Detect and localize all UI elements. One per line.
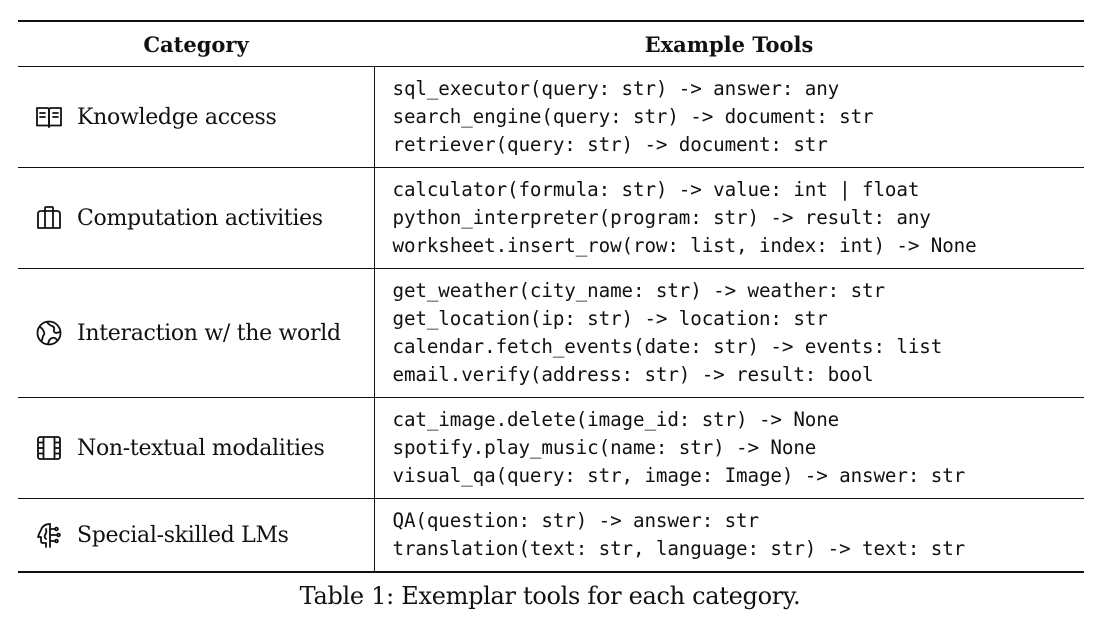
tool-signature: translation(text: str, language: str) ->…	[392, 537, 966, 560]
globe-icon	[34, 318, 64, 348]
tool-signature: get_location(ip: str) -> location: str	[392, 307, 828, 330]
book-icon	[34, 102, 64, 132]
tool-signature: worksheet.insert_row(row: list, index: i…	[392, 234, 977, 257]
category-label: Knowledge access	[77, 104, 277, 130]
tool-signature: sql_executor(query: str) -> answer: any	[392, 77, 840, 100]
table-row: Non-textual modalities cat_image.delete(…	[18, 397, 1084, 499]
category-label: Non-textual modalities	[77, 435, 325, 461]
tools-table: Category Example Tools	[18, 20, 1084, 573]
tools-cell: calculator(formula: str) -> value: int |…	[374, 168, 1084, 269]
tools-cell: QA(question: str) -> answer: str transla…	[374, 499, 1084, 573]
category-label: Special-skilled LMs	[77, 522, 289, 548]
tool-signature: retriever(query: str) -> document: str	[392, 133, 828, 156]
table-row: Special-skilled LMs QA(question: str) ->…	[18, 498, 1084, 573]
tool-signature: get_weather(city_name: str) -> weather: …	[392, 279, 886, 302]
header-category: Category	[143, 31, 249, 57]
table-row: Computation activities calculator(formul…	[18, 167, 1084, 269]
category-label: Computation activities	[77, 205, 323, 231]
tool-signature: cat_image.delete(image_id: str) -> None	[392, 408, 840, 431]
film-icon	[34, 433, 64, 463]
columns-icon	[34, 203, 64, 233]
tool-signature: visual_qa(query: str, image: Image) -> a…	[392, 464, 966, 487]
tool-signature: spotify.play_music(name: str) -> None	[392, 436, 817, 459]
tool-signature: search_engine(query: str) -> document: s…	[392, 105, 874, 128]
table-caption: Table 1: Exemplar tools for each categor…	[299, 582, 801, 610]
category-label: Interaction w/ the world	[77, 320, 341, 346]
category-cell: Non-textual modalities	[18, 397, 375, 499]
tools-cell: get_weather(city_name: str) -> weather: …	[374, 269, 1084, 398]
tool-signature: QA(question: str) -> answer: str	[392, 509, 760, 532]
category-cell: Interaction w/ the world	[18, 268, 375, 398]
tool-signature: python_interpreter(program: str) -> resu…	[392, 206, 931, 229]
table-row: Interaction w/ the world get_weather(cit…	[18, 268, 1084, 398]
table-header-row: Category Example Tools	[18, 21, 1084, 67]
tools-cell: sql_executor(query: str) -> answer: any …	[374, 67, 1084, 168]
tool-signature: email.verify(address: str) -> result: bo…	[392, 363, 874, 386]
tools-table-container: Category Example Tools	[18, 20, 1084, 573]
tool-signature: calculator(formula: str) -> value: int |…	[392, 178, 920, 201]
table-row: Knowledge access sql_executor(query: str…	[18, 66, 1084, 168]
tool-signature: calendar.fetch_events(date: str) -> even…	[392, 335, 943, 358]
header-example-tools: Example Tools	[644, 31, 814, 57]
category-cell: Special-skilled LMs	[18, 498, 375, 572]
tools-cell: cat_image.delete(image_id: str) -> None …	[374, 398, 1084, 499]
head-icon	[34, 520, 64, 550]
category-cell: Computation activities	[18, 167, 375, 269]
category-cell: Knowledge access	[18, 66, 375, 168]
